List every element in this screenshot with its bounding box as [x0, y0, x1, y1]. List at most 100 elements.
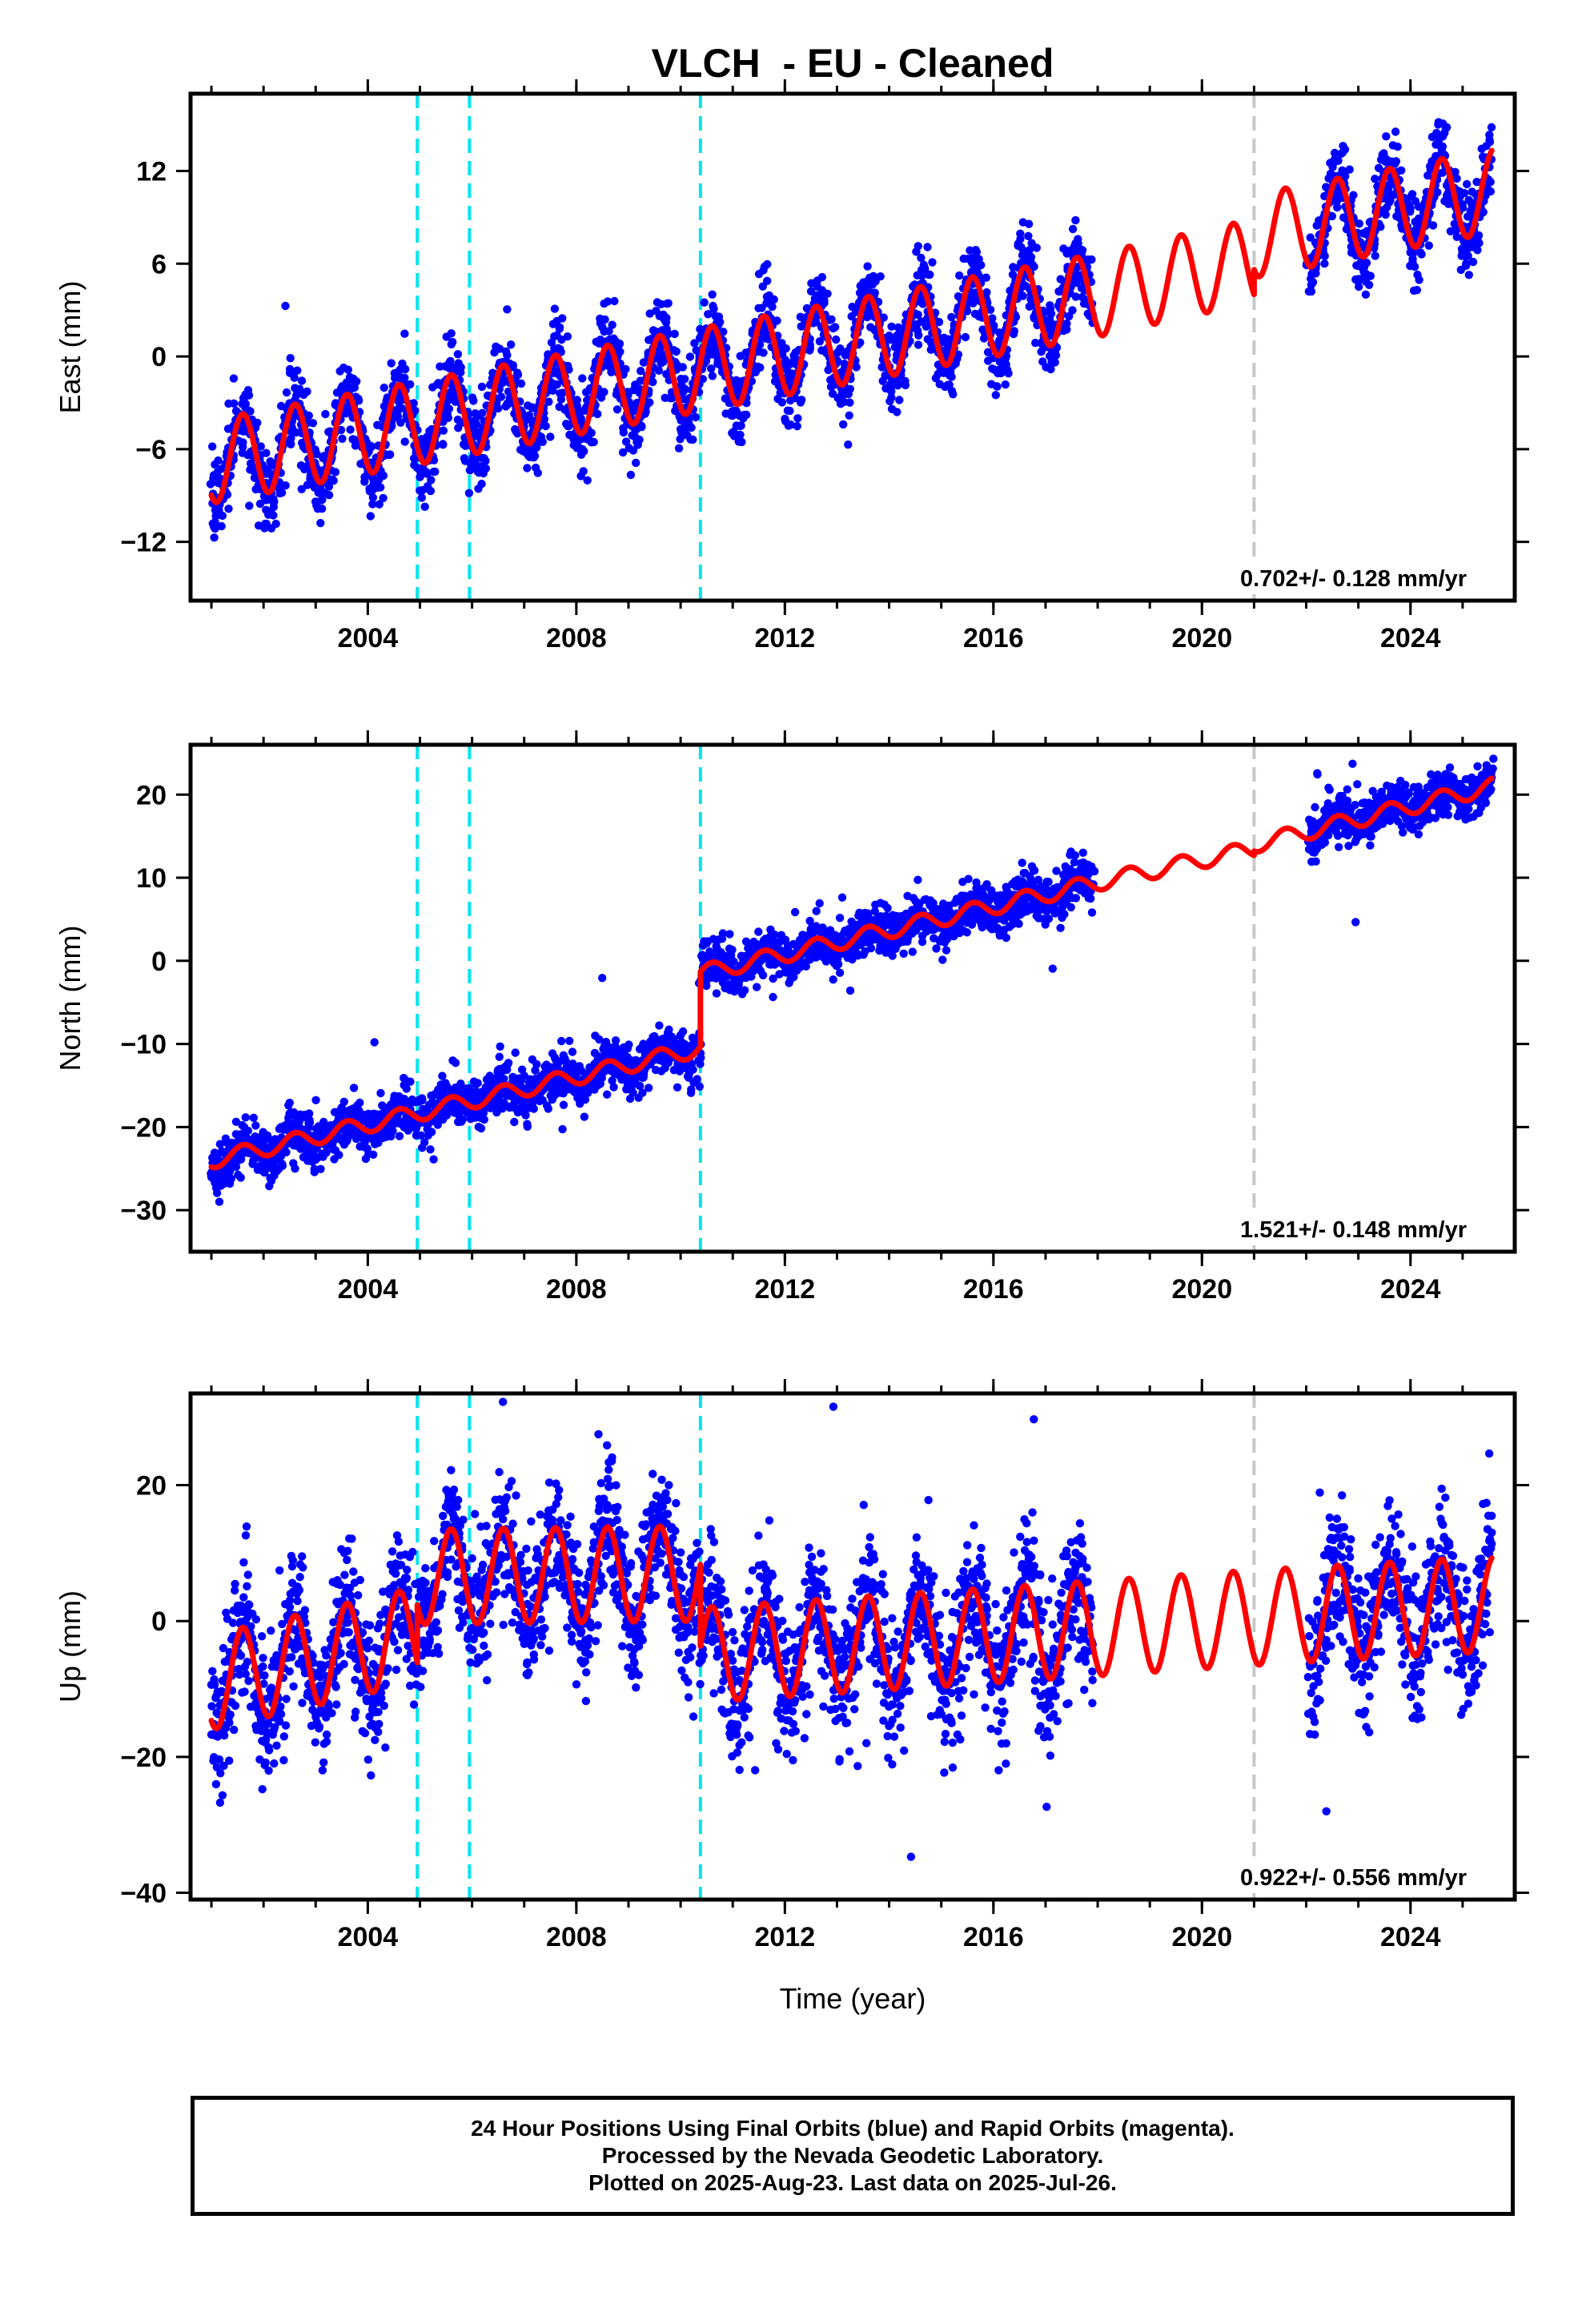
data-point — [1473, 246, 1482, 255]
data-point — [876, 272, 885, 281]
data-point — [615, 340, 624, 349]
data-point — [246, 407, 255, 416]
data-point — [895, 396, 904, 404]
data-point — [845, 398, 854, 407]
data-point — [645, 309, 654, 318]
data-point — [618, 448, 628, 457]
data-point — [281, 301, 290, 311]
data-point — [681, 375, 689, 384]
data-point — [662, 300, 672, 308]
data-point — [806, 287, 816, 296]
data-point — [759, 348, 768, 357]
data-point — [611, 1036, 620, 1045]
data-point — [786, 420, 795, 429]
data-point — [673, 1083, 682, 1092]
data-point — [396, 418, 405, 427]
data-point — [608, 1076, 616, 1085]
data-point — [610, 296, 619, 306]
data-point — [1433, 188, 1442, 197]
data-point — [375, 500, 383, 509]
data-point — [1382, 132, 1391, 141]
data-point — [1355, 282, 1363, 292]
data-point — [914, 331, 923, 340]
data-point — [243, 1126, 252, 1136]
data-point — [1438, 142, 1447, 151]
data-point — [343, 365, 352, 374]
data-point — [1330, 148, 1339, 158]
data-point — [947, 312, 956, 322]
data-point — [469, 396, 478, 405]
data-point — [1327, 211, 1337, 221]
data-point — [945, 380, 954, 389]
data-point — [404, 1126, 412, 1135]
data-point — [476, 1124, 486, 1133]
data-point — [1001, 380, 1010, 389]
data-point — [879, 313, 889, 322]
data-point — [632, 458, 640, 468]
daily-positions-east — [206, 118, 1496, 542]
data-point — [311, 1096, 320, 1105]
data-point — [583, 476, 592, 485]
data-point — [901, 376, 909, 385]
model-curve — [1251, 147, 1495, 279]
data-point — [742, 410, 751, 420]
data-point — [604, 327, 613, 336]
data-point — [823, 289, 832, 298]
data-point — [740, 986, 749, 995]
data-point — [1078, 292, 1087, 302]
data-point — [303, 387, 311, 396]
data-point — [1362, 259, 1371, 267]
data-point — [758, 971, 768, 980]
data-point — [559, 1100, 568, 1109]
data-point — [1485, 131, 1494, 139]
data-point — [986, 305, 995, 314]
data-point — [1018, 292, 1027, 300]
data-point — [305, 1109, 314, 1118]
data-point — [1428, 221, 1438, 230]
data-point — [603, 297, 612, 306]
data-point — [812, 907, 821, 915]
data-point — [1417, 250, 1426, 259]
data-point — [495, 344, 504, 353]
data-point — [709, 304, 718, 313]
data-point — [763, 276, 772, 285]
data-point — [1046, 301, 1054, 310]
data-point — [1073, 238, 1082, 247]
data-point — [503, 351, 512, 360]
data-point — [1451, 167, 1460, 176]
y-axis-label-east: East (mm) — [54, 281, 86, 414]
data-point — [616, 348, 624, 356]
data-point — [447, 340, 456, 349]
data-point — [993, 382, 1002, 391]
data-point — [635, 435, 644, 444]
data-point — [1341, 171, 1350, 181]
data-point — [830, 323, 840, 332]
data-point — [438, 1072, 447, 1080]
data-point — [1468, 257, 1478, 267]
data-point — [812, 953, 821, 962]
data-point — [685, 352, 695, 361]
data-point — [1355, 219, 1364, 228]
data-point — [664, 329, 673, 338]
data-point — [790, 907, 800, 917]
data-point — [386, 450, 395, 459]
data-point — [1391, 127, 1400, 136]
data-point — [453, 350, 463, 359]
data-point — [619, 428, 628, 437]
data-point — [1333, 203, 1342, 212]
data-point — [827, 315, 836, 324]
data-point — [458, 1115, 467, 1124]
data-point — [1026, 252, 1036, 262]
data-point — [624, 1040, 633, 1049]
data-point — [863, 262, 872, 271]
data-point — [533, 468, 542, 477]
data-point — [270, 497, 279, 506]
data-point — [928, 258, 937, 267]
data-point — [556, 395, 566, 404]
data-point — [1463, 179, 1472, 189]
data-point — [637, 423, 646, 432]
data-point — [281, 481, 290, 490]
data-point — [781, 344, 790, 353]
data-point — [1452, 232, 1461, 241]
data-point — [815, 337, 825, 346]
